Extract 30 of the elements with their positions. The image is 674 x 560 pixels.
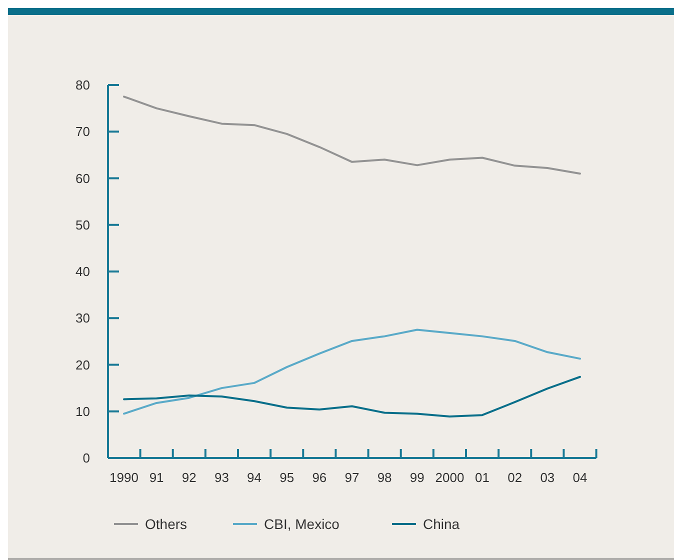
line-series	[123, 96, 581, 175]
y-tick-label: 10	[76, 404, 90, 419]
y-tick-label: 70	[76, 124, 90, 140]
x-tick-label: 04	[572, 470, 588, 485]
y-tick-label: 80	[76, 78, 90, 92]
x-tick-label: 96	[312, 470, 327, 485]
legend-label: Others	[145, 516, 188, 532]
x-tick-label: 94	[247, 470, 262, 485]
y-tick-label: 40	[76, 264, 90, 279]
x-tick-label: 93	[214, 470, 229, 485]
x-tick-label: 1990	[110, 470, 138, 485]
y-tick-label: 60	[76, 170, 90, 186]
legend-label: CBI, Mexico	[264, 516, 340, 532]
y-tick-label: 30	[76, 310, 90, 326]
x-tick-label: 02	[508, 470, 522, 485]
x-tick-label: 01	[475, 470, 490, 485]
x-tick-label: 03	[540, 470, 555, 485]
x-tick-label: 92	[182, 470, 196, 485]
x-tick-label: 91	[149, 470, 164, 485]
x-tick-label: 98	[377, 470, 392, 485]
x-tick-label: 2000	[435, 470, 464, 485]
y-tick-label: 0	[82, 450, 90, 466]
x-tick-label: 95	[280, 470, 294, 485]
y-tick-label: 20	[76, 357, 90, 372]
line-series	[123, 376, 581, 418]
y-tick-label: 50	[76, 217, 90, 232]
line-series	[123, 328, 581, 415]
legend-label: China	[423, 516, 460, 532]
x-tick-label: 99	[410, 470, 424, 485]
x-tick-label: 97	[344, 470, 360, 485]
